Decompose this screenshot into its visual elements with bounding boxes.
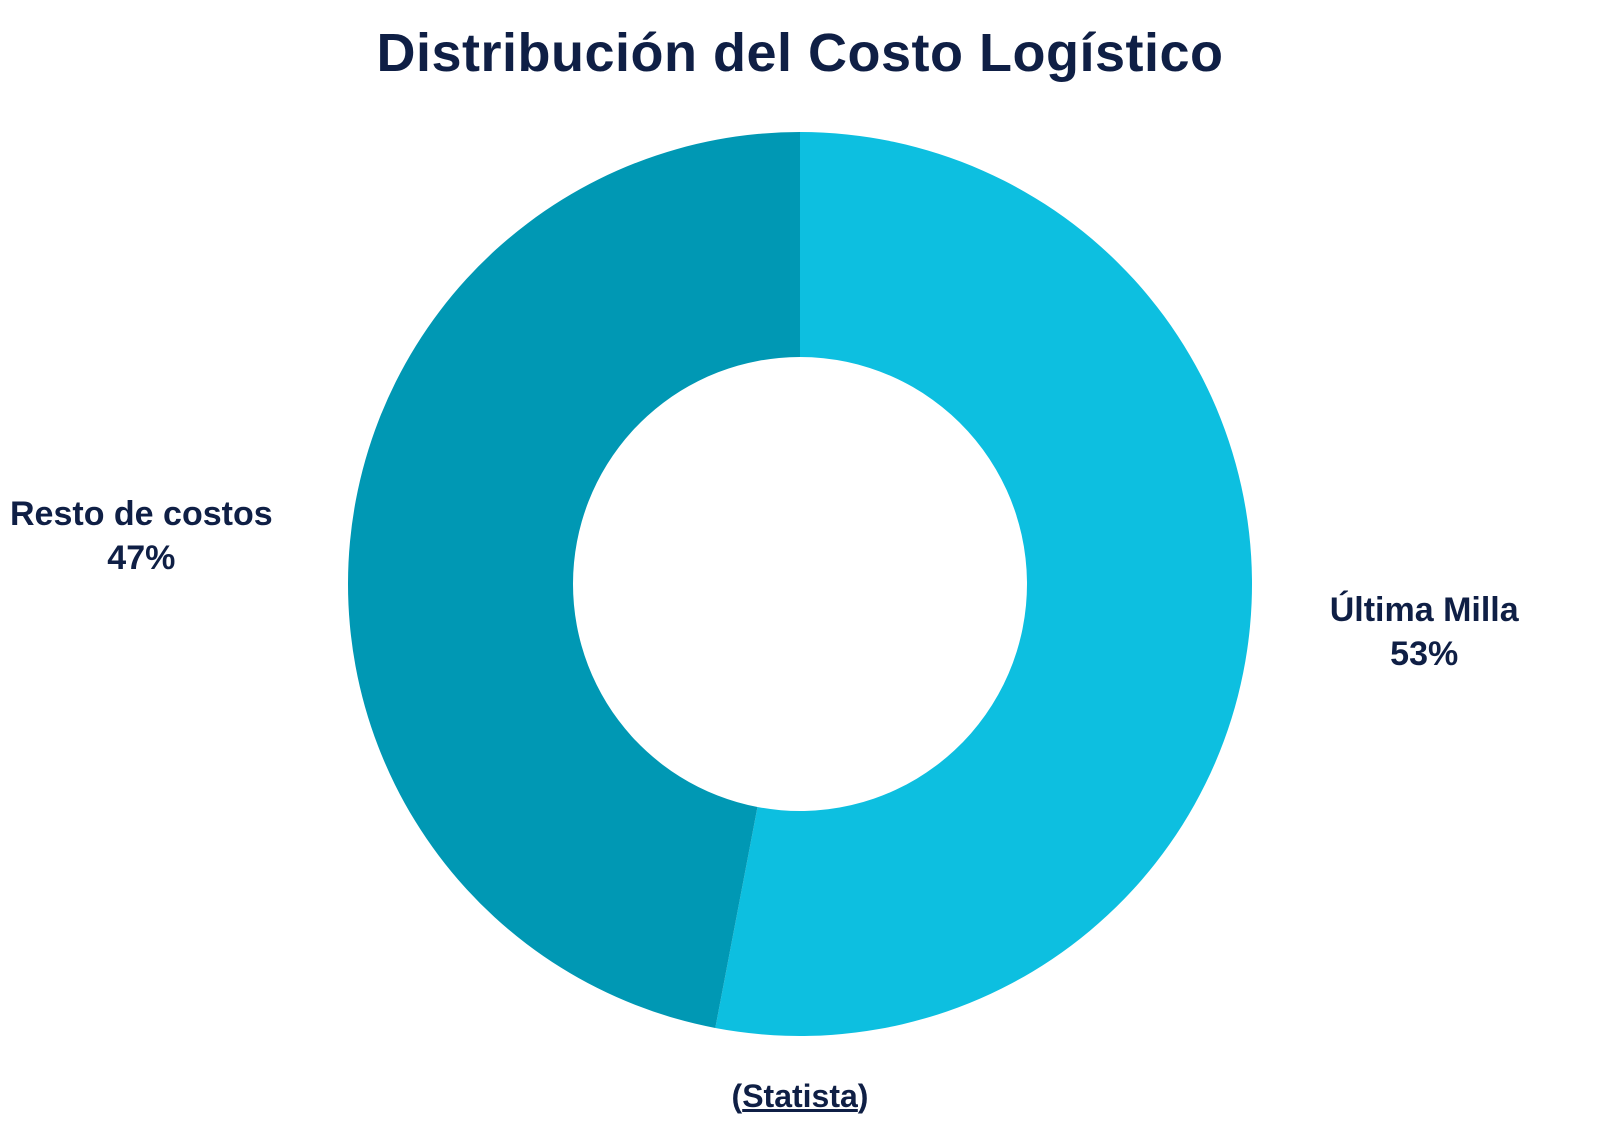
donut-slice-resto-de-costos [347, 131, 800, 1028]
slice-label-ultima-milla: Última Milla 53% [1330, 588, 1519, 676]
source-open-paren: ( [731, 1078, 743, 1114]
slice-percent-ultima-milla: 53% [1390, 635, 1459, 674]
slice-label-resto-de-costos: Resto de costos 47% [10, 492, 273, 580]
chart-title: Distribución del Costo Logístico [376, 23, 1224, 83]
slice-percent-resto-de-costos: 47% [107, 538, 176, 577]
slice-name-ultima-milla: Última Milla [1329, 591, 1519, 630]
donut-slice-ultima-milla [715, 132, 1252, 1036]
source-link[interactable]: Statista [742, 1078, 858, 1114]
source-citation: (Statista) [0, 1078, 1600, 1115]
slice-name-resto-de-costos: Resto de costos [10, 494, 273, 533]
source-close-paren: ) [857, 1078, 869, 1114]
